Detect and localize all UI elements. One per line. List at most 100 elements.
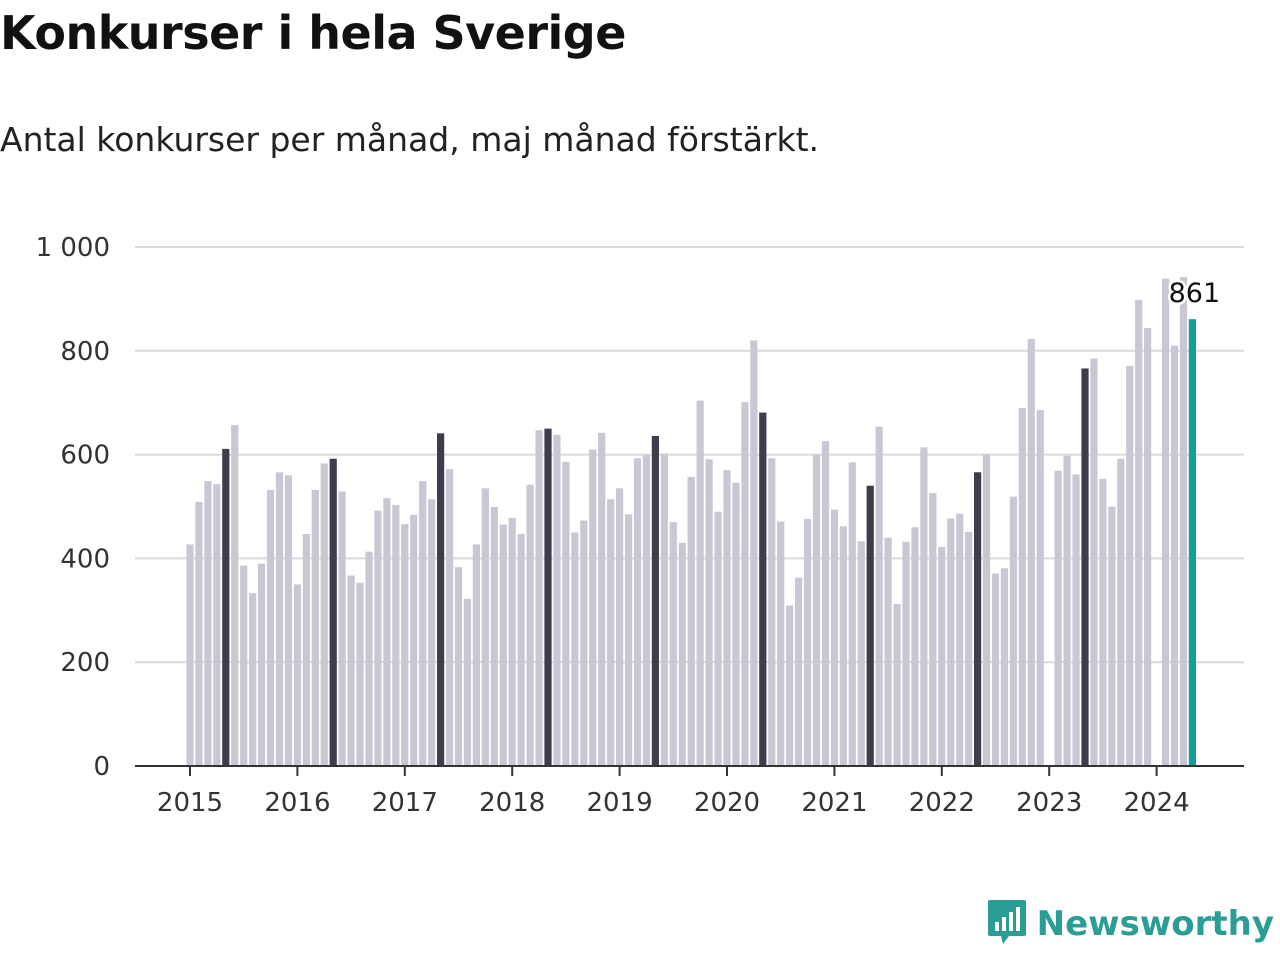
bar: [580, 520, 588, 766]
bar: [472, 544, 480, 766]
bar: [1144, 327, 1152, 766]
chart-title: Konkurser i hela Sverige: [0, 6, 626, 60]
x-tick-label: 2023: [1016, 788, 1082, 818]
bar: [687, 476, 695, 766]
bar: [839, 526, 847, 766]
bar: [714, 511, 722, 766]
bar-may: [222, 448, 230, 766]
bar: [929, 493, 937, 766]
bar: [275, 472, 284, 766]
bar: [795, 577, 803, 766]
bar-may: [866, 485, 874, 766]
bar-may: [651, 435, 659, 766]
bar: [195, 501, 203, 766]
bar: [1170, 345, 1179, 766]
bar: [768, 458, 776, 766]
x-tick-label: 2017: [372, 788, 438, 818]
newsworthy-logo[interactable]: Newsworthy: [987, 898, 1274, 950]
bar: [302, 534, 310, 766]
bar: [956, 513, 964, 766]
x-tick-label: 2015: [157, 788, 223, 818]
bar-may: [437, 433, 445, 766]
bar-may: [759, 412, 767, 766]
x-tick-label: 2024: [1124, 788, 1190, 818]
bar: [848, 462, 856, 766]
bar: [1090, 358, 1098, 766]
bar: [723, 470, 731, 766]
bar: [410, 514, 418, 766]
bar-chart: 0 200 400 600 800 1 000 2015 2016 2017 2018 2019 20…: [36, 233, 1244, 818]
bar: [786, 605, 794, 766]
bar-latest: [1188, 319, 1196, 766]
bar: [356, 582, 364, 766]
bar: [812, 454, 821, 766]
bar: [1179, 277, 1188, 766]
bar: [875, 426, 883, 766]
bar: [1161, 278, 1170, 766]
bar: [857, 541, 865, 766]
bar: [750, 340, 758, 766]
bar: [732, 482, 740, 766]
bar: [821, 441, 830, 766]
bar: [598, 432, 606, 766]
bar: [902, 541, 910, 766]
bar: [231, 425, 239, 766]
bar: [660, 453, 668, 766]
bar: [347, 575, 355, 766]
bar: [204, 481, 212, 766]
bar-may: [974, 472, 982, 766]
bar: [562, 461, 570, 766]
bar: [1135, 299, 1143, 766]
bar: [392, 504, 400, 766]
bar: [445, 469, 454, 766]
bar: [490, 507, 498, 766]
bar: [777, 521, 785, 766]
bar: [258, 563, 266, 766]
x-tick-label: 2018: [479, 788, 545, 818]
bar: [320, 463, 328, 766]
bar: [1054, 470, 1062, 766]
bar-may: [1081, 368, 1089, 766]
x-tick-label: 2016: [264, 788, 330, 818]
bar: [374, 510, 382, 766]
bar: [1027, 338, 1035, 766]
bar-may: [544, 428, 552, 766]
y-tick-label: 0: [93, 752, 110, 782]
bars: [186, 277, 1196, 766]
bar: [705, 459, 713, 766]
bar: [571, 532, 579, 766]
bar: [947, 518, 955, 766]
bar: [642, 455, 651, 766]
bar: [517, 534, 525, 766]
y-tick-label: 800: [60, 337, 110, 367]
bar: [428, 499, 436, 766]
bar: [284, 475, 293, 766]
bar: [419, 481, 427, 766]
bar: [240, 565, 248, 766]
bar: [616, 488, 624, 766]
bar: [938, 546, 946, 766]
bar: [463, 598, 472, 766]
bar: [249, 593, 257, 766]
bar: [311, 489, 319, 766]
bar: [1117, 458, 1125, 766]
bar: [624, 514, 633, 766]
bar: [383, 498, 391, 766]
y-tick-label: 200: [60, 648, 110, 678]
bar: [535, 430, 543, 766]
bar: [678, 542, 686, 766]
bar: [213, 484, 221, 766]
bar: [1018, 407, 1026, 766]
bar: [526, 484, 534, 766]
bar: [1072, 474, 1080, 766]
bar: [338, 491, 346, 766]
newsworthy-logo-text: Newsworthy: [1036, 904, 1274, 944]
axes: 0 200 400 600 800 1 000 2015 2016 2017 2018 2019 20…: [36, 233, 1244, 818]
bar: [508, 517, 516, 766]
bar: [633, 458, 642, 766]
bar: [741, 402, 749, 766]
bar: [893, 604, 901, 766]
y-tick-label: 600: [60, 441, 110, 471]
bar: [1009, 496, 1017, 766]
bar: [1099, 478, 1107, 766]
